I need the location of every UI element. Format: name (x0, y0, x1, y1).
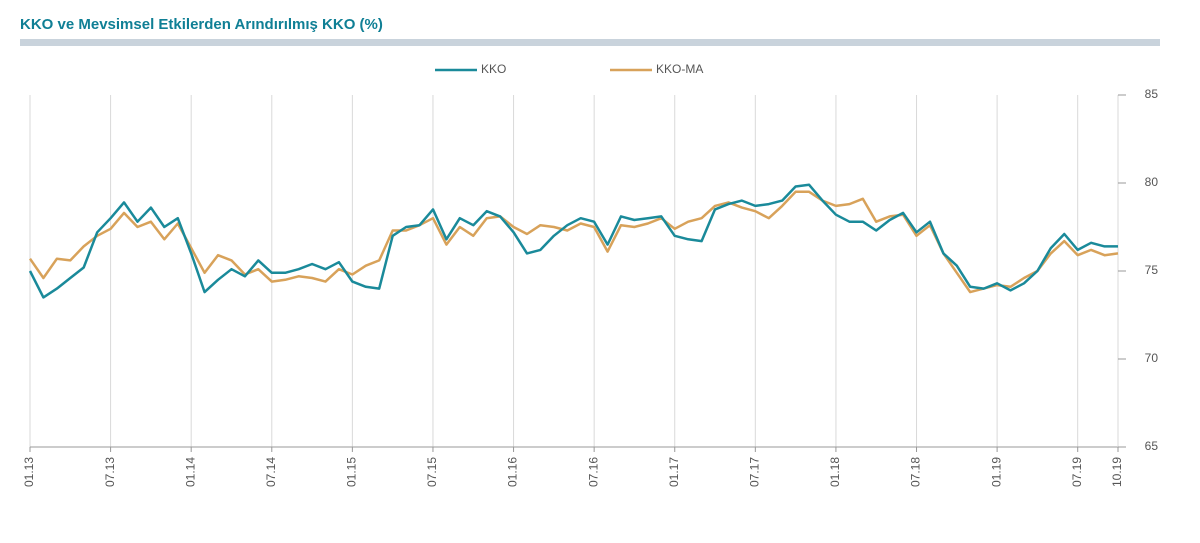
x-tick-label: 01.17 (667, 457, 681, 487)
y-tick-label: 80 (1145, 175, 1159, 189)
line-series (28, 190, 1119, 294)
x-tick-label: 01.14 (183, 457, 197, 487)
line-series (28, 183, 1118, 299)
chart-title: KKO ve Mevsimsel Etkilerden Arındırılmış… (20, 16, 383, 33)
x-tick-label: 01.16 (506, 457, 520, 487)
x-tick-label: 01.13 (22, 457, 36, 487)
legend-label: KKO (481, 62, 506, 76)
y-tick-label: 65 (1145, 439, 1159, 453)
x-tick-label: 07.15 (425, 457, 439, 487)
x-tick-label: 10.19 (1110, 457, 1124, 487)
x-tick-label: 07.14 (264, 457, 278, 487)
x-tick-label: 01.15 (345, 457, 359, 487)
x-tick-label: 07.13 (103, 457, 117, 487)
y-tick-label: 70 (1145, 351, 1159, 365)
legend-label: KKO-MA (656, 62, 703, 76)
x-tick-label: 07.19 (1070, 457, 1084, 487)
title-bar (20, 39, 1160, 46)
x-tick-label: 07.17 (748, 457, 762, 487)
x-tick-label: 01.18 (828, 457, 842, 487)
y-tick-label: 85 (1145, 87, 1159, 101)
x-tick-label: 07.16 (586, 457, 600, 487)
y-tick-label: 75 (1145, 263, 1159, 277)
x-tick-label: 01.19 (989, 457, 1003, 487)
x-tick-label: 07.18 (909, 457, 923, 487)
